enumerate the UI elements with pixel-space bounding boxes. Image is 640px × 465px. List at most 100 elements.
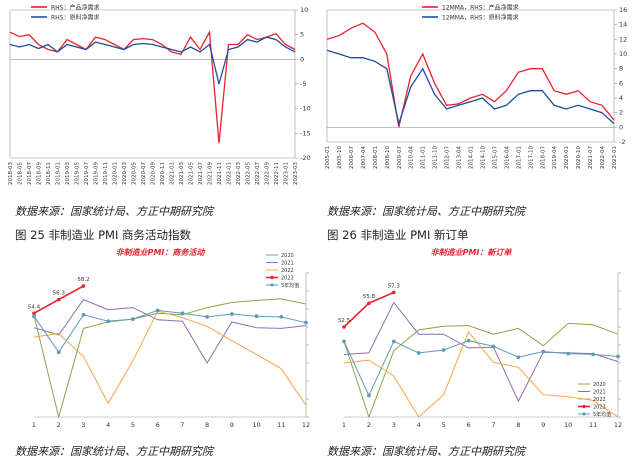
x-tick-label: 2021-07 bbox=[198, 162, 204, 185]
series-marker-3 bbox=[367, 301, 371, 306]
x-tick-label: 2008-01 bbox=[373, 146, 379, 169]
x-tick-label: 2018-03 bbox=[8, 162, 14, 185]
x-tick-label: 5 bbox=[131, 421, 135, 429]
x-tick-label: 2020-05 bbox=[132, 162, 138, 185]
legend-label-3: 2023 bbox=[281, 276, 294, 282]
x-tick-label: 2017-01 bbox=[516, 146, 522, 169]
x-tick-label: 2005-10 bbox=[337, 146, 343, 169]
series-marker-3 bbox=[392, 290, 396, 295]
series-marker-3 bbox=[32, 311, 36, 316]
series-line-0 bbox=[326, 22, 615, 128]
legend-label-2: 2022 bbox=[593, 397, 606, 403]
legend-label-1: 12MMA，RHS：原料净需求 bbox=[442, 14, 519, 22]
x-tick-label: 2 bbox=[367, 421, 371, 429]
x-tick-label: 2019-04 bbox=[552, 146, 558, 169]
x-tick-label: 2020-10 bbox=[576, 146, 582, 169]
x-tick-label: 2022-01 bbox=[227, 162, 233, 185]
series-marker-4 bbox=[466, 338, 471, 343]
x-tick-label: 9 bbox=[541, 421, 545, 429]
series-marker-4 bbox=[367, 393, 371, 398]
data-label: 56.3 bbox=[53, 291, 66, 297]
series-line-4 bbox=[33, 309, 307, 354]
y-tick-label: 4 bbox=[619, 94, 623, 102]
series-marker-4 bbox=[441, 348, 446, 352]
series-marker-4 bbox=[342, 339, 346, 344]
x-tick-label: 2018-11 bbox=[46, 162, 52, 185]
series-marker-4 bbox=[180, 311, 185, 316]
series-marker-4 bbox=[32, 314, 36, 319]
series-line-2 bbox=[343, 331, 619, 418]
series-marker-4 bbox=[591, 352, 595, 357]
x-tick-label: 2022-09 bbox=[265, 162, 271, 185]
series-marker-3 bbox=[56, 297, 61, 302]
x-tick-label: 6 bbox=[156, 421, 160, 429]
data-label: 57.3 bbox=[388, 283, 401, 289]
y-tick-label: 8 bbox=[619, 65, 623, 73]
x-tick-label: 2023-01 bbox=[284, 162, 290, 185]
series-marker-4 bbox=[491, 344, 496, 349]
legend-label-1: 2021 bbox=[281, 261, 294, 267]
x-tick-label: 2015-07 bbox=[492, 146, 498, 169]
y-tick-label: -15 bbox=[300, 129, 311, 137]
y-tick-label: 0 bbox=[300, 55, 304, 63]
x-tick-label: 2020-01 bbox=[113, 162, 119, 185]
x-tick-label: 2 bbox=[57, 421, 61, 429]
series-line-1 bbox=[343, 301, 619, 403]
series-line-1 bbox=[33, 298, 307, 364]
x-tick-label: 2022-03 bbox=[236, 162, 242, 185]
x-tick-label: 5 bbox=[442, 421, 446, 429]
y-tick-label: 2 bbox=[619, 109, 623, 117]
x-tick-label: 2019-09 bbox=[94, 162, 100, 185]
x-tick-label: 2013-04 bbox=[457, 146, 463, 169]
x-tick-label: 2010-04 bbox=[409, 146, 415, 169]
series-line-2 bbox=[33, 310, 307, 406]
legend-marker-3 bbox=[582, 404, 586, 409]
data-label: 55.8 bbox=[363, 294, 376, 300]
legend-label-4: 5年均值 bbox=[593, 411, 611, 418]
data-label: 58.2 bbox=[77, 277, 89, 283]
series-marker-4 bbox=[106, 319, 111, 324]
chart-net-demand-12mma: 16 14 12 10 8 6 4 2 0 -2 2005-01 2005-10 2006-07 2007… bbox=[325, 4, 627, 169]
y-tick-label: 12 bbox=[619, 35, 627, 43]
series-marker-4 bbox=[616, 354, 620, 359]
x-tick-label: 2019-03 bbox=[65, 162, 71, 185]
x-tick-label: 2021-09 bbox=[208, 162, 214, 185]
legend-label-2: 2022 bbox=[281, 268, 294, 274]
x-tick-label: 8 bbox=[516, 421, 520, 429]
figure-25-caption: 图 25 非制造业 PMI 商务活动指数 bbox=[15, 228, 192, 242]
series-marker-4 bbox=[205, 315, 209, 319]
x-tick-label: 2009-07 bbox=[397, 146, 403, 169]
x-tick-label: 6 bbox=[466, 421, 470, 429]
x-tick-label: 2022-07 bbox=[255, 162, 261, 185]
legend-label-4: 5年均值 bbox=[281, 282, 299, 289]
legend-label-1: 2021 bbox=[593, 390, 606, 396]
y-tick-label: 6 bbox=[619, 79, 623, 87]
x-tick-label: 2020-11 bbox=[160, 162, 166, 185]
y-tick-label: 16 bbox=[619, 6, 627, 14]
x-tick-label: 2022-11 bbox=[274, 162, 280, 185]
source-top-left: 数据来源：国家统计局、方正中期研究院 bbox=[15, 205, 213, 218]
x-tick-label: 10 bbox=[252, 421, 260, 429]
x-tick-label: 2017-10 bbox=[528, 146, 534, 169]
series-marker-4 bbox=[279, 315, 284, 319]
legend-marker-4 bbox=[270, 283, 274, 287]
y-tick-label: -2 bbox=[619, 138, 625, 146]
x-tick-label: 2021-11 bbox=[217, 162, 223, 185]
x-tick-label: 3 bbox=[81, 421, 85, 429]
x-tick-label: 4 bbox=[106, 421, 110, 429]
x-tick-label: 2014-01 bbox=[469, 146, 475, 169]
x-tick-label: 4 bbox=[417, 421, 421, 429]
x-tick-label: 2018-07 bbox=[540, 146, 546, 169]
data-label: 54.4 bbox=[28, 304, 41, 310]
series-marker-4 bbox=[229, 312, 234, 316]
series-marker-3 bbox=[342, 325, 346, 329]
x-tick-label: 2008-10 bbox=[385, 146, 391, 169]
series-marker-4 bbox=[304, 320, 308, 325]
chart-net-demand: 10 5 0 -5 -10 -15 -20 2018-03 2018-05 2018-07 2018… bbox=[8, 4, 311, 185]
series-marker-4 bbox=[254, 314, 259, 319]
x-tick-label: 2019-05 bbox=[75, 162, 81, 185]
x-tick-label: 2021-07 bbox=[588, 146, 594, 169]
x-tick-label: 12 bbox=[302, 421, 310, 429]
x-tick-label: 7 bbox=[180, 421, 184, 429]
x-tick-label: 2019-07 bbox=[84, 162, 90, 185]
